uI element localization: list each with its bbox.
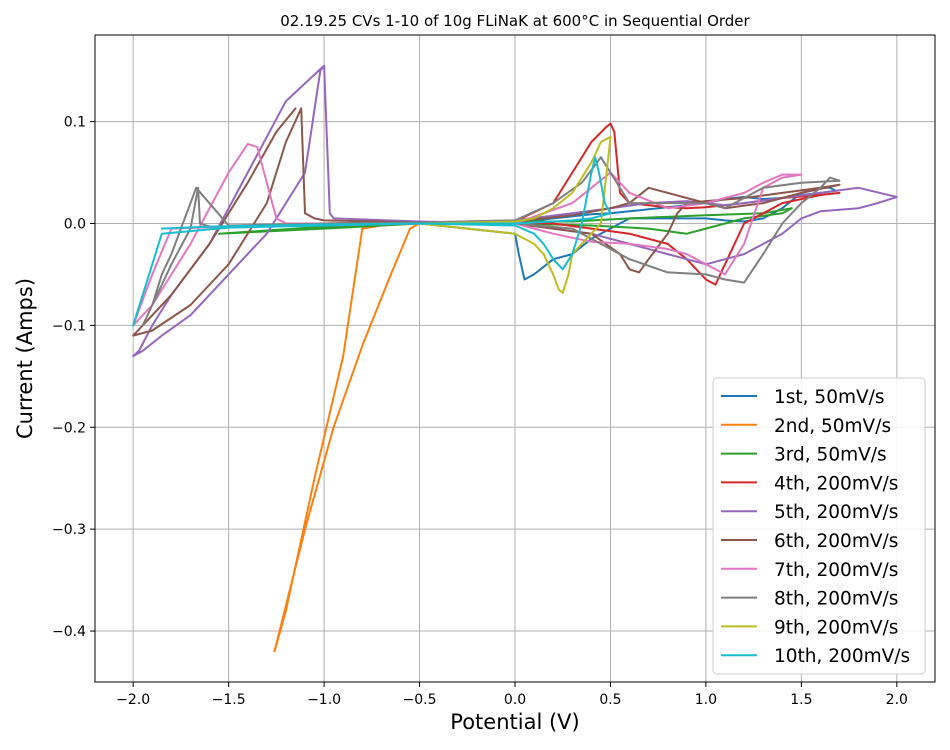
x-axis-ticks: −2.0 −1.5 −1.0 −0.5 0.0 0.5 1.0 1.5 2.0: [116, 682, 908, 708]
x-tick-label: 0.0: [504, 692, 526, 708]
y-tick-label: 0.0: [64, 216, 86, 232]
y-tick-label: 0.1: [64, 115, 86, 131]
series-line-2: [273, 222, 421, 653]
legend-label: 4th, 200mV/s: [774, 473, 898, 494]
x-tick-label: −1.0: [307, 692, 341, 708]
y-tick-label: −0.4: [52, 624, 86, 640]
legend-label: 10th, 200mV/s: [774, 646, 910, 667]
legend-label: 5th, 200mV/s: [774, 502, 898, 523]
x-tick-label: 1.0: [695, 692, 717, 708]
series-line-10: [132, 156, 612, 327]
series-line-8: [141, 156, 841, 327]
legend-label: 3rd, 50mV/s: [774, 445, 887, 466]
series-line-6: [132, 107, 841, 337]
legend-label: 9th, 200mV/s: [774, 617, 898, 638]
series-line-9: [418, 135, 612, 294]
x-tick-label: 1.5: [790, 692, 812, 708]
y-tick-label: −0.3: [52, 522, 86, 538]
legend-label: 6th, 200mV/s: [774, 531, 898, 552]
series-lines: [132, 64, 898, 653]
legend-label: 2nd, 50mV/s: [774, 416, 891, 437]
legend-label: 8th, 200mV/s: [774, 589, 898, 610]
chart-title: 02.19.25 CVs 1-10 of 10g FLiNaK at 600°C…: [280, 12, 750, 30]
y-axis-label: Current (Amps): [13, 278, 37, 439]
y-tick-label: −0.2: [52, 420, 86, 436]
legend-label: 7th, 200mV/s: [774, 560, 898, 581]
legend: 1st, 50mV/s 2nd, 50mV/s 3rd, 50mV/s 4th, 20…: [712, 377, 926, 675]
legend-label: 1st, 50mV/s: [774, 387, 885, 408]
y-axis-ticks: 0.1 0.0 −0.1 −0.2 −0.3 −0.4: [52, 115, 95, 640]
y-tick-label: −0.1: [52, 318, 86, 334]
x-tick-label: −0.5: [403, 692, 437, 708]
x-axis-label: Potential (V): [450, 710, 579, 734]
legend-box: [712, 377, 926, 675]
x-tick-label: 0.5: [599, 692, 621, 708]
x-tick-label: −2.0: [116, 692, 150, 708]
x-tick-label: 2.0: [886, 692, 908, 708]
x-tick-label: −1.5: [212, 692, 246, 708]
